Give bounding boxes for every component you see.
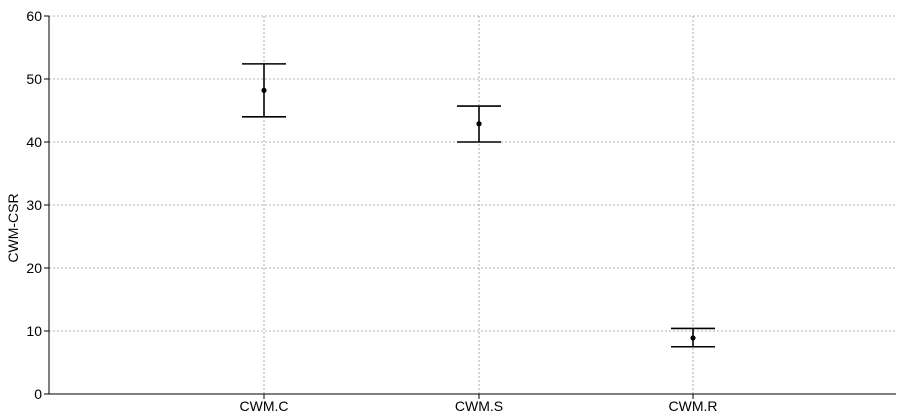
y-tick-label: 50: [26, 71, 42, 87]
axis-layer: 0 10 20 30 40 50 60 CWM.C CWM.S CWM.R: [26, 8, 896, 414]
x-tick-label: CWM.C: [240, 398, 289, 414]
y-tick-label: 30: [26, 197, 42, 213]
y-tick-label: 10: [26, 323, 42, 339]
y-tick-label: 60: [26, 8, 42, 24]
x-tick-label: CWM.S: [455, 398, 503, 414]
y-axis-label: CWM-CSR: [5, 193, 21, 262]
y-tick-label: 0: [34, 386, 42, 402]
y-tick-label: 20: [26, 260, 42, 276]
mean-point: [261, 87, 267, 93]
y-tick-label: 40: [26, 134, 42, 150]
x-tick-label: CWM.R: [669, 398, 718, 414]
mean-point: [690, 335, 696, 341]
mean-point: [476, 121, 482, 127]
grid-layer: [49, 15, 896, 394]
marks-layer: [242, 63, 715, 348]
